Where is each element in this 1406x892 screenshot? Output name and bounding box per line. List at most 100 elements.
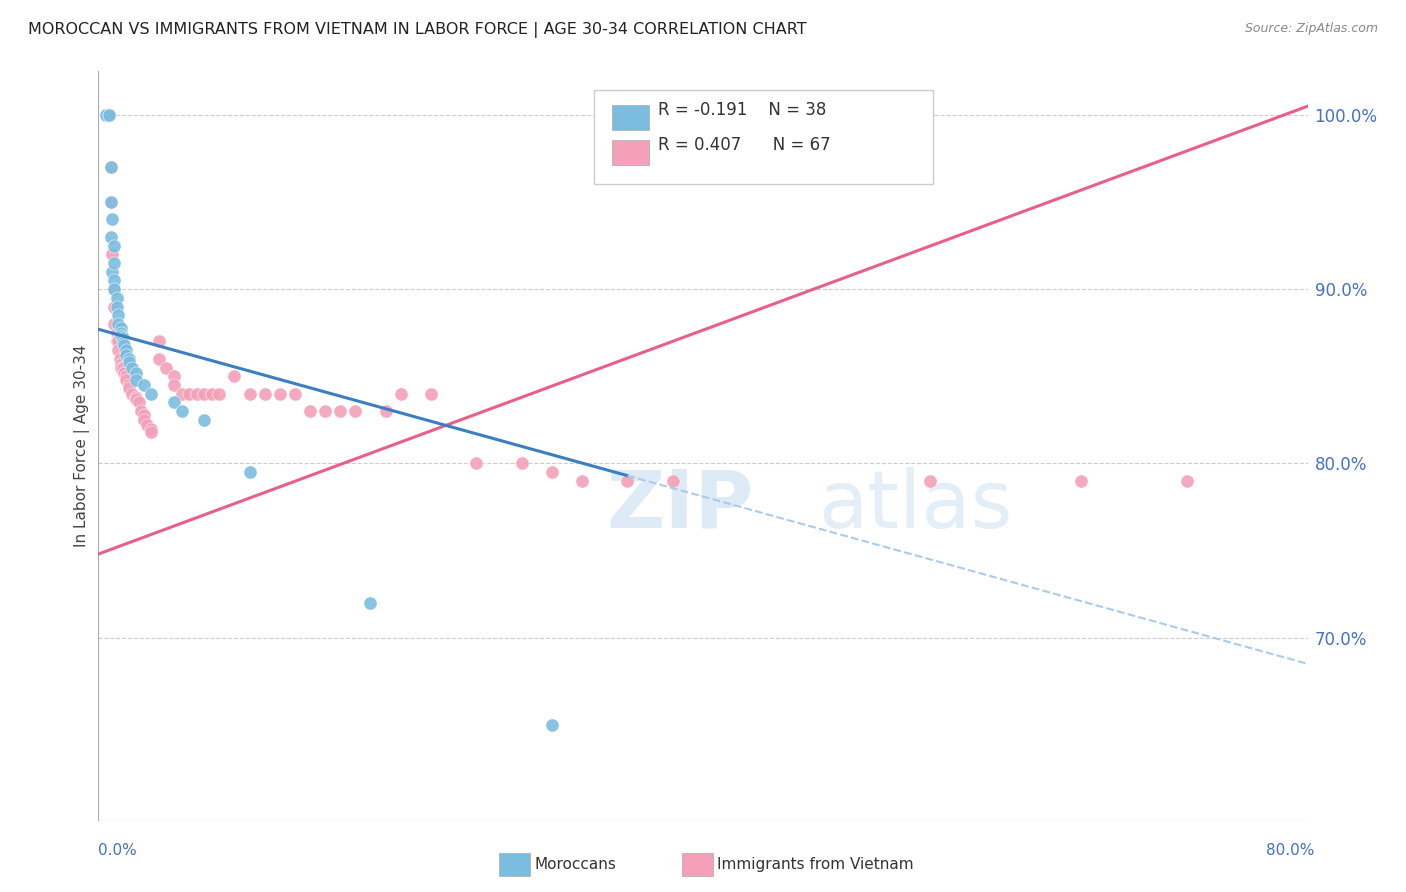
Point (101, 265, 124, 279)
Point (155, 360, 177, 375)
Point (118, 378, 141, 392)
Point (193, 413, 215, 427)
Point (344, 404, 367, 418)
Point (94, 108, 117, 122)
Bar (613, 140, 648, 165)
Text: 80.0%: 80.0% (1267, 843, 1315, 858)
Point (110, 326, 132, 340)
Point (110, 320, 132, 334)
Point (112, 366, 135, 380)
Point (163, 369, 186, 384)
Point (111, 331, 134, 345)
Point (121, 386, 143, 401)
Point (128, 395, 150, 409)
Point (299, 404, 322, 418)
Point (107, 317, 129, 331)
Point (201, 386, 224, 401)
Point (163, 378, 186, 392)
Point (253, 386, 276, 401)
Point (98, 108, 121, 122)
Point (110, 360, 132, 375)
Point (132, 408, 155, 422)
Point (118, 351, 141, 366)
Point (107, 308, 129, 322)
Point (314, 404, 336, 418)
Point (100, 195, 122, 210)
Point (100, 160, 122, 174)
Text: atlas: atlas (818, 467, 1012, 545)
Point (132, 413, 155, 427)
Point (105, 291, 128, 305)
Point (170, 404, 193, 418)
Point (100, 195, 122, 210)
Point (94, 108, 117, 122)
Point (103, 273, 125, 287)
Point (269, 386, 291, 401)
Point (110, 329, 132, 343)
Point (163, 395, 186, 409)
Point (510, 457, 533, 471)
Text: R = 0.407      N = 67: R = 0.407 N = 67 (658, 136, 831, 153)
Point (374, 404, 396, 418)
Text: Immigrants from Vietnam: Immigrants from Vietnam (717, 857, 914, 871)
Point (193, 386, 215, 401)
Point (105, 334, 128, 349)
Point (389, 386, 412, 401)
Point (918, 474, 941, 488)
Bar (613, 105, 648, 130)
Point (100, 160, 122, 174)
Point (108, 351, 131, 366)
Text: 0.0%: 0.0% (98, 843, 138, 858)
Point (125, 366, 148, 380)
Point (1175, 474, 1198, 488)
Point (111, 336, 134, 351)
Point (540, 718, 562, 732)
Point (135, 418, 157, 433)
Point (114, 343, 136, 358)
Point (105, 300, 128, 314)
Point (1070, 474, 1092, 488)
Point (121, 360, 143, 375)
Text: Moroccans: Moroccans (534, 857, 616, 871)
Point (125, 392, 148, 406)
Point (103, 317, 125, 331)
Point (107, 343, 129, 358)
Point (141, 425, 163, 439)
Point (329, 404, 352, 418)
Point (96, 108, 118, 122)
Point (112, 338, 135, 352)
Point (98, 108, 121, 122)
Point (662, 474, 685, 488)
Text: Source: ZipAtlas.com: Source: ZipAtlas.com (1244, 22, 1378, 36)
Point (103, 256, 125, 270)
Point (465, 457, 488, 471)
Point (114, 369, 136, 384)
Point (105, 326, 128, 340)
FancyBboxPatch shape (595, 90, 932, 184)
Point (420, 386, 443, 401)
Point (114, 348, 136, 362)
Point (103, 238, 125, 252)
Point (98, 108, 121, 122)
Point (360, 596, 382, 610)
Point (239, 465, 262, 479)
Point (179, 386, 201, 401)
Point (118, 355, 141, 369)
Text: ZIP: ZIP (606, 467, 754, 545)
Point (208, 386, 231, 401)
Point (125, 390, 148, 404)
Point (141, 386, 163, 401)
Point (132, 378, 155, 392)
Y-axis label: In Labor Force | Age 30-34: In Labor Force | Age 30-34 (75, 344, 90, 548)
Point (129, 404, 152, 418)
Point (148, 351, 170, 366)
Point (224, 369, 246, 384)
Point (186, 386, 208, 401)
Point (103, 282, 125, 296)
Point (103, 282, 125, 296)
Point (100, 230, 122, 244)
Point (571, 474, 593, 488)
Point (94, 108, 117, 122)
Point (692, 108, 714, 122)
Point (101, 212, 124, 227)
